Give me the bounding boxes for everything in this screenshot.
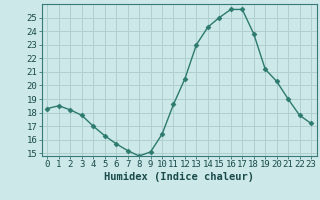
X-axis label: Humidex (Indice chaleur): Humidex (Indice chaleur): [104, 172, 254, 182]
